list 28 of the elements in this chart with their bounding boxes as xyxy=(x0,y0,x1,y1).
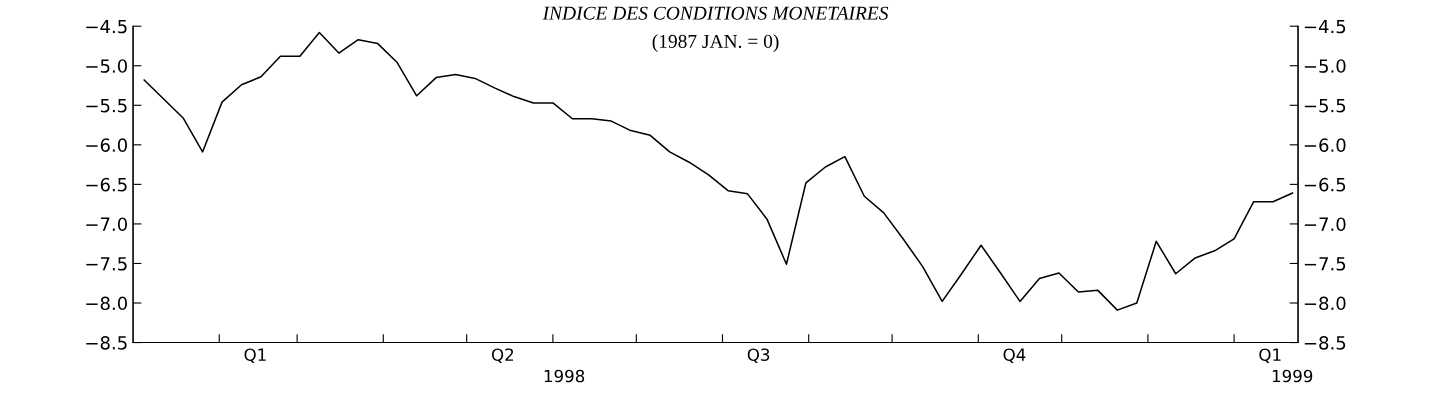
x-tick-label: Q1 xyxy=(244,348,266,363)
y-tick-label: −5.0 xyxy=(86,59,128,73)
y-tick-label: −4.5 xyxy=(86,19,127,34)
text: 1998 xyxy=(544,369,585,383)
y2-tick-label: −7.5 xyxy=(1304,257,1346,271)
y-tick-label: −5.5 xyxy=(86,98,127,113)
y2-tick-label: −8.0 xyxy=(1304,296,1346,311)
y2-tick-label: −6.0 xyxy=(1304,138,1346,152)
y2-tick-label: −5.5 xyxy=(1304,98,1346,113)
x-tick-label: Q3 xyxy=(747,348,770,363)
y2-tick-label: −4.5 xyxy=(1304,19,1346,34)
y2-tick-label: −5.0 xyxy=(1304,59,1346,73)
x-tick-label: Q2 xyxy=(491,348,514,363)
y2-tick-label: −8.5 xyxy=(1304,336,1346,350)
y-tick-label: −6.5 xyxy=(86,177,127,192)
line-series xyxy=(143,31,1294,311)
x-tick-label: Q1 xyxy=(1259,348,1281,363)
chart-subtitle: (1987 JAN. = 0) xyxy=(652,34,779,52)
y2-tick-label: −7.0 xyxy=(1304,217,1346,232)
text: 1999 xyxy=(1272,369,1313,383)
y-tick-label: −7.5 xyxy=(86,257,127,271)
chart-title: INDICE DES CONDITIONS MONETAIRES xyxy=(542,6,889,20)
y-tick-label: −8.5 xyxy=(86,336,127,350)
y-tick-label: −6.0 xyxy=(86,138,128,152)
y2-tick-label: −6.5 xyxy=(1304,177,1346,192)
x-tick-label: Q4 xyxy=(1003,348,1026,363)
y-tick-label: −7.0 xyxy=(86,217,128,232)
y-tick-label: −8.0 xyxy=(86,296,128,311)
